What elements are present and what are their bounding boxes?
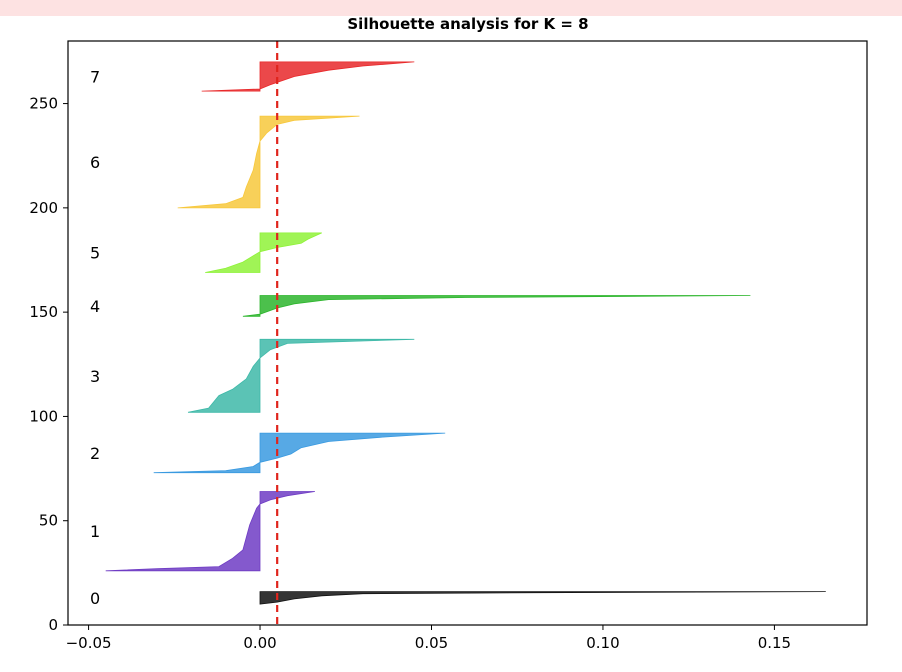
x-tick-label: 0.10 bbox=[586, 634, 619, 652]
cluster-6-area bbox=[177, 115, 360, 209]
y-tick-label: 50 bbox=[39, 512, 58, 530]
y-tick-label: 200 bbox=[29, 199, 58, 217]
y-tick-label: 100 bbox=[29, 407, 58, 425]
cluster-3-label: 3 bbox=[90, 367, 100, 386]
cluster-6-label: 6 bbox=[90, 153, 100, 172]
top-banner bbox=[0, 0, 902, 16]
x-tick-label: 0.05 bbox=[415, 634, 448, 652]
plot-frame bbox=[67, 40, 868, 626]
cluster-2-area bbox=[153, 432, 446, 474]
y-tick-label: 0 bbox=[48, 616, 58, 634]
cluster-7-area bbox=[201, 61, 415, 92]
y-axis-ticks: 0 50 100 150 200 250 bbox=[29, 95, 68, 634]
cluster-2-label: 2 bbox=[90, 444, 100, 463]
cluster-1-label: 1 bbox=[90, 522, 100, 541]
cluster-labels-layer: 0 1 2 3 4 5 6 7 bbox=[90, 67, 100, 607]
cluster-0-label: 0 bbox=[90, 589, 100, 608]
x-tick-label: −0.05 bbox=[66, 634, 112, 652]
cluster-1-area bbox=[105, 491, 315, 572]
x-tick-label: 0.00 bbox=[243, 634, 276, 652]
clusters-layer bbox=[105, 61, 826, 605]
cluster-4-area bbox=[242, 295, 751, 317]
x-axis-ticks: −0.05 0.00 0.05 0.10 0.15 bbox=[66, 625, 791, 652]
cluster-4-label: 4 bbox=[90, 297, 100, 316]
cluster-0-area bbox=[259, 591, 826, 605]
y-tick-label: 250 bbox=[29, 95, 58, 113]
x-tick-label: 0.15 bbox=[758, 634, 791, 652]
chart-title: Silhouette analysis for K = 8 bbox=[347, 15, 588, 33]
cluster-5-area bbox=[205, 232, 322, 273]
y-tick-label: 150 bbox=[29, 303, 58, 321]
cluster-7-label: 7 bbox=[90, 67, 100, 86]
cluster-3-area bbox=[187, 338, 415, 413]
cluster-5-label: 5 bbox=[90, 244, 100, 263]
